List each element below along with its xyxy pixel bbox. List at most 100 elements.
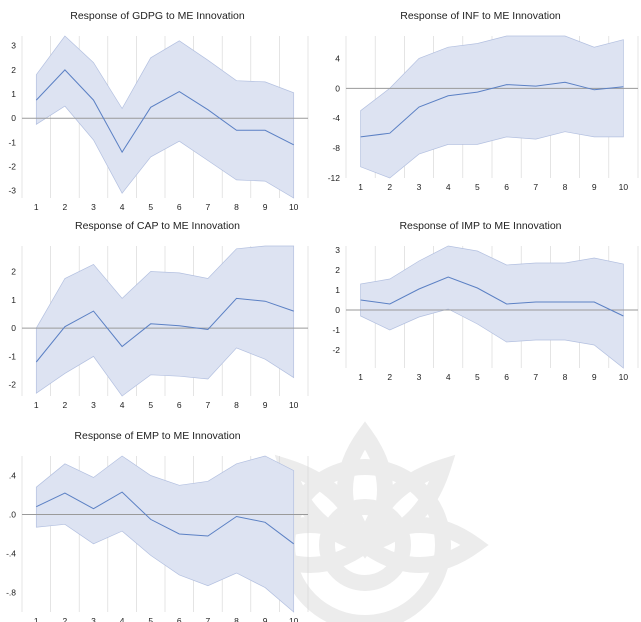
x-tick-label: 10 <box>619 372 629 382</box>
chart-inf-response: Response of INF to ME Innovation 4 0 -4 -8 -… <box>320 10 641 210</box>
x-tick-label: 10 <box>289 616 299 622</box>
y-tick-label: -3 <box>8 186 16 196</box>
confidence-band <box>35 35 295 199</box>
confidence-band <box>360 35 624 179</box>
x-tick-label: 8 <box>234 202 239 212</box>
x-tick-label: 5 <box>475 372 480 382</box>
x-tick-label: 6 <box>504 372 509 382</box>
chart-emp-response: Response of EMP to ME Innovation .4 .0 -.4… <box>0 430 315 622</box>
x-tick-label: 1 <box>358 372 363 382</box>
y-tick-label: -1 <box>8 137 16 147</box>
y-tick-label: 0 <box>335 305 340 315</box>
x-tick-label: 7 <box>206 616 211 622</box>
x-tick-label: 5 <box>148 616 153 622</box>
y-tick-label: .0 <box>9 510 16 520</box>
x-tick-label: 3 <box>417 182 422 192</box>
y-tick-label: -2 <box>332 345 340 355</box>
x-tick-label: 4 <box>120 202 125 212</box>
x-tick-label: 3 <box>91 616 96 622</box>
y-tick-label: 0 <box>11 323 16 333</box>
chart-cap-response: Response of CAP to ME Innovation 2 1 0 -1 -2… <box>0 220 315 420</box>
y-tick-label: -1 <box>332 325 340 335</box>
x-tick-label: 8 <box>563 182 568 192</box>
y-tick-label: 2 <box>11 65 16 75</box>
x-tick-label: 4 <box>120 616 125 622</box>
y-tick-label: 1 <box>11 295 16 305</box>
y-tick-label: -.4 <box>6 549 16 559</box>
chart-imp-response: Response of IMP to ME Innovation 3 2 1 0 -1-… <box>320 220 641 420</box>
x-tick-label: 1 <box>358 182 363 192</box>
x-tick-label: 7 <box>533 182 538 192</box>
confidence-band <box>360 245 624 369</box>
x-tick-label: 5 <box>475 182 480 192</box>
x-tick-label: 10 <box>289 202 299 212</box>
y-tick-label: 2 <box>11 266 16 276</box>
y-tick-label: -8 <box>332 143 340 153</box>
response-line <box>360 81 624 138</box>
x-tick-label: 4 <box>120 400 125 410</box>
x-tick-label: 10 <box>289 400 299 410</box>
y-tick-label: 1 <box>11 89 16 99</box>
x-tick-label: 7 <box>206 400 211 410</box>
x-tick-label: 9 <box>263 202 268 212</box>
x-tick-label: 9 <box>592 372 597 382</box>
x-tick-label: 7 <box>206 202 211 212</box>
chart-plot-area: 210-1-21 2 3 4 5 6 7 8 9 10 <box>8 245 309 410</box>
y-tick-label: 3 <box>11 41 16 51</box>
x-tick-label: 8 <box>563 372 568 382</box>
confidence-band <box>35 245 295 397</box>
x-tick-label: 2 <box>63 616 68 622</box>
x-tick-label: 3 <box>91 202 96 212</box>
x-tick-label: 1 <box>34 400 39 410</box>
x-tick-label: 6 <box>177 400 182 410</box>
x-tick-label: 3 <box>91 400 96 410</box>
chart-title: Response of INF to ME Innovation <box>400 10 561 22</box>
response-line <box>360 276 624 317</box>
x-tick-label: 1 <box>34 616 39 622</box>
x-tick-label: 8 <box>234 400 239 410</box>
x-tick-label: 4 <box>446 372 451 382</box>
chart-title: Response of EMP to ME Innovation <box>74 430 241 442</box>
x-tick-label: 10 <box>619 182 629 192</box>
chart-title: Response of IMP to ME Innovation <box>399 220 562 232</box>
y-tick-label: 1 <box>335 285 340 295</box>
x-tick-label: 9 <box>592 182 597 192</box>
y-tick-label: -2 <box>8 162 16 172</box>
x-tick-label: 1 <box>34 202 39 212</box>
confidence-band <box>35 455 295 613</box>
chart-gdpg-response: Response of GDPG to ME Innovation 3 2 1 0 -1… <box>0 10 315 212</box>
x-tick-label: 6 <box>177 616 182 622</box>
x-tick-label: 6 <box>504 182 509 192</box>
y-tick-label: 2 <box>335 265 340 275</box>
x-tick-label: 4 <box>446 182 451 192</box>
response-line <box>35 297 294 363</box>
y-tick-label: 0 <box>335 83 340 93</box>
y-tick-label: -.8 <box>6 588 16 598</box>
x-tick-label: 5 <box>148 202 153 212</box>
y-tick-label: .4 <box>9 471 16 481</box>
x-tick-label: 2 <box>63 202 68 212</box>
chart-title: Response of CAP to ME Innovation <box>75 220 240 232</box>
y-tick-label: 0 <box>11 113 16 123</box>
x-tick-label: 9 <box>263 616 268 622</box>
x-tick-label: 8 <box>234 616 239 622</box>
y-tick-label: 4 <box>335 53 340 63</box>
y-tick-label: 3 <box>335 245 340 255</box>
x-tick-label: 7 <box>533 372 538 382</box>
x-tick-label: 3 <box>417 372 422 382</box>
x-tick-label: 5 <box>148 400 153 410</box>
x-tick-label: 2 <box>387 182 392 192</box>
x-tick-label: 2 <box>387 372 392 382</box>
response-line <box>35 69 294 154</box>
chart-plot-area: .4 .0 -.4 -.8 1 2 3 4 5 6 7 8 9 10 <box>6 455 309 622</box>
y-tick-label: -4 <box>332 113 340 123</box>
y-tick-label: -2 <box>8 380 16 390</box>
x-tick-label: 2 <box>63 400 68 410</box>
chart-title: Response of GDPG to ME Innovation <box>70 10 245 22</box>
x-tick-label: 6 <box>177 202 182 212</box>
chart-plot-area: 4 0 -4 -8 -12 1 2 3 4 5 6 7 8 9 10 <box>328 35 639 192</box>
response-line <box>36 491 295 545</box>
y-tick-label: -12 <box>328 173 341 183</box>
